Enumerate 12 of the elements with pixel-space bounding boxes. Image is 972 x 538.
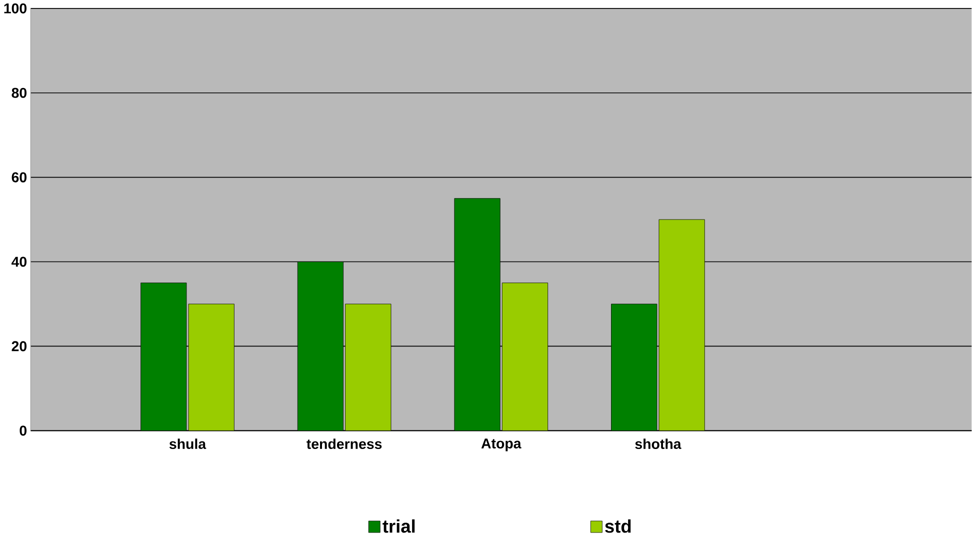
legend-label: std: [605, 519, 631, 533]
x-tick-label: tenderness: [306, 438, 382, 449]
y-tick-label: 0: [20, 426, 27, 436]
y-tick-label: 60: [12, 172, 27, 182]
y-tick-label: 80: [12, 88, 27, 98]
x-tick-label: shotha: [635, 438, 682, 449]
y-tick-label: 40: [12, 256, 27, 267]
y-tick-label: 20: [12, 341, 27, 352]
y-tick-label: 100: [4, 3, 27, 14]
x-tick-label: shula: [169, 438, 206, 449]
legend-label: trial: [382, 519, 415, 533]
x-tick-label: Atopa: [481, 438, 522, 452]
